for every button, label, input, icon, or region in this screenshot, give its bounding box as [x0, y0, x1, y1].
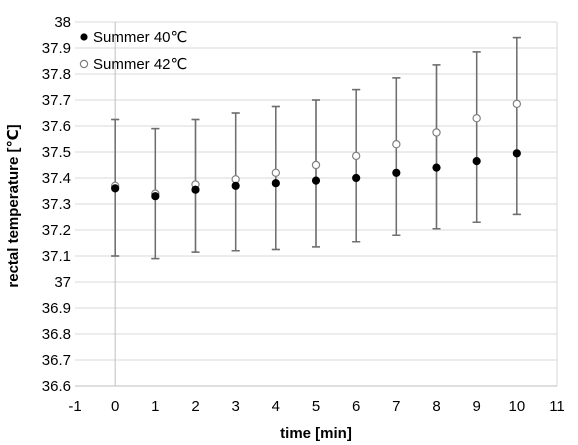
data-point-open	[311, 160, 321, 170]
y-tick-label: 37.2	[42, 222, 71, 239]
y-axis-title: rectal temperature [℃]	[5, 124, 22, 287]
x-tick-label: 4	[272, 398, 280, 415]
y-tick-label: 38	[54, 14, 71, 31]
x-tick-label: 0	[111, 398, 119, 415]
y-tick-label: 36.6	[42, 378, 71, 395]
x-axis-title: time [min]	[280, 425, 352, 442]
x-tick-label: 9	[472, 398, 480, 415]
data-point-open	[512, 99, 522, 109]
data-point-filled	[311, 176, 321, 185]
data-point-filled	[231, 181, 240, 190]
x-tick-label: 10	[508, 398, 525, 415]
data-point-open	[271, 168, 281, 177]
tick-labels: 36.636.736.836.93737.137.237.337.437.537…	[42, 14, 565, 415]
data-point-open	[432, 128, 441, 137]
y-tick-label: 37.4	[42, 170, 71, 187]
y-tick-label: 37.5	[42, 144, 71, 161]
data-point-filled	[191, 185, 200, 194]
x-tick-label: -1	[68, 398, 81, 415]
data-point-filled	[432, 163, 441, 172]
x-tick-label: 5	[312, 398, 320, 415]
x-tick-label: 3	[231, 398, 239, 415]
legend-label: Summer 42℃	[93, 56, 187, 73]
y-tick-label: 36.8	[42, 326, 71, 343]
data-point-filled	[512, 149, 521, 158]
data-point-open	[351, 151, 361, 161]
data-point-filled	[271, 179, 280, 188]
data-point-open	[392, 139, 401, 149]
y-tick-label: 37.8	[42, 66, 71, 83]
x-tick-label: 2	[191, 398, 199, 415]
x-tick-label: 1	[151, 398, 159, 415]
data-point-filled	[352, 173, 361, 183]
x-tick-label: 8	[432, 398, 440, 415]
x-tick-label: 7	[392, 398, 400, 415]
legend-marker	[79, 59, 89, 69]
legend-label: Summer 40℃	[93, 29, 187, 46]
data-point-filled	[151, 192, 160, 201]
data-points	[110, 99, 522, 201]
y-tick-label: 37.9	[42, 40, 71, 57]
y-tick-label: 37.7	[42, 92, 71, 109]
data-point-filled	[111, 184, 120, 193]
y-tick-label: 37	[54, 274, 71, 291]
y-tick-label: 37.3	[42, 196, 71, 213]
data-point-open	[472, 113, 481, 123]
y-tick-label: 36.7	[42, 352, 71, 369]
legend: Summer 40℃ Summer 42℃	[79, 29, 187, 73]
y-tick-label: 37.1	[42, 248, 71, 265]
y-tick-label: 37.6	[42, 118, 71, 135]
data-point-filled	[392, 168, 401, 177]
legend-marker	[80, 33, 88, 41]
data-point-filled	[472, 157, 481, 166]
x-tick-label: 11	[549, 398, 565, 415]
y-tick-label: 36.9	[42, 300, 71, 317]
x-tick-label: 6	[352, 398, 360, 415]
